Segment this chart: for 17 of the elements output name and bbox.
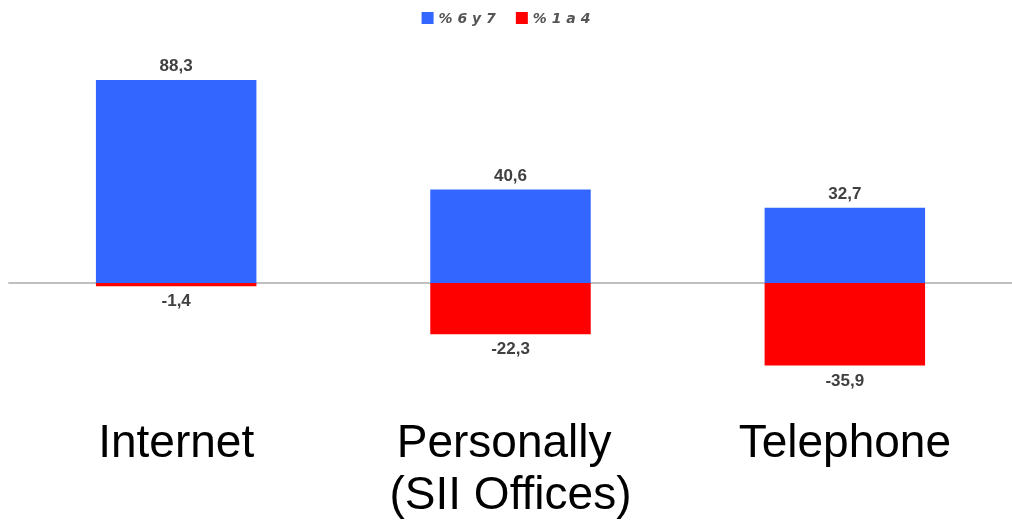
data-label: -1,4 bbox=[161, 291, 192, 311]
data-label: 32,7 bbox=[828, 183, 862, 203]
legend-label: % 1 a 4 bbox=[532, 10, 591, 26]
bar bbox=[764, 207, 926, 283]
data-label: 88,3 bbox=[159, 55, 193, 75]
data-label: 40,6 bbox=[493, 165, 528, 185]
x-tick-label: Internet bbox=[98, 415, 255, 467]
data-label: -35,9 bbox=[825, 370, 865, 390]
bar bbox=[95, 283, 257, 287]
bar bbox=[95, 79, 257, 283]
data-label: -22,3 bbox=[491, 339, 530, 359]
legend-label: % 6 y 7 bbox=[438, 10, 497, 26]
bar bbox=[430, 189, 591, 283]
bar bbox=[764, 283, 926, 366]
x-tick-label: Personally (SII Offices) bbox=[389, 415, 632, 519]
bar bbox=[430, 283, 591, 335]
x-tick-label: Telephone bbox=[738, 415, 951, 467]
